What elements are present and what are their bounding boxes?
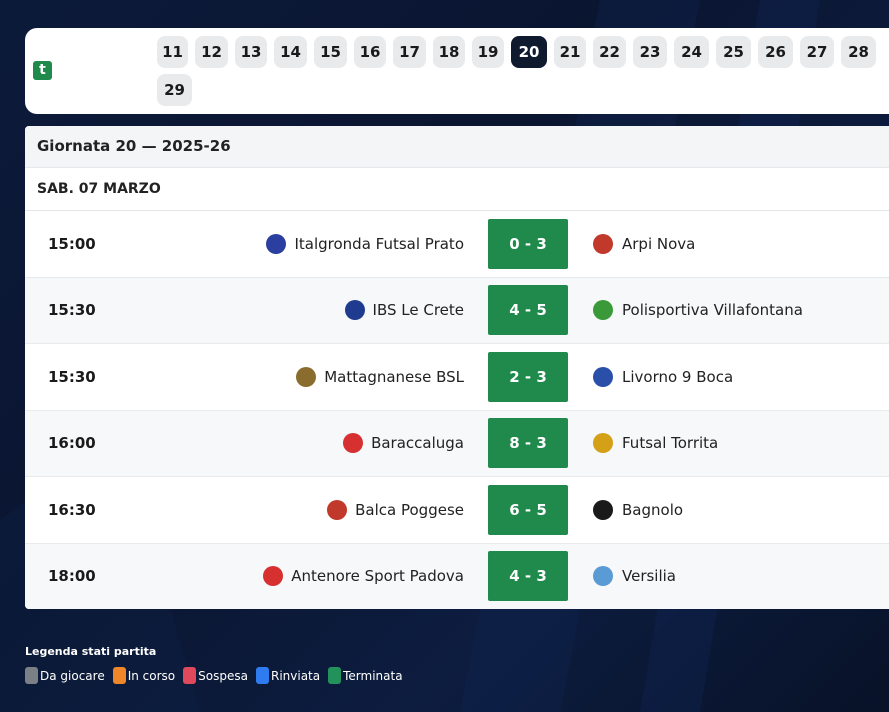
- matchday-11-button[interactable]: 11: [157, 36, 188, 68]
- away-team-name: Versilia: [622, 567, 677, 586]
- legend-swatch: [328, 667, 342, 684]
- legend-swatch: [183, 667, 197, 684]
- round-title: Giornata 20 — 2025-26: [25, 126, 889, 168]
- matchday-16-button[interactable]: 16: [354, 36, 386, 68]
- away-team-name: Polisportiva Villafontana: [622, 301, 803, 320]
- matchday-12-button[interactable]: 12: [195, 36, 228, 68]
- match-row[interactable]: 16:30 Balca Poggese 6 - 5 Bagnolo: [25, 477, 889, 544]
- matchday-22-button[interactable]: 22: [593, 36, 626, 68]
- home-team-name: Baraccaluga: [371, 434, 464, 453]
- home-team[interactable]: IBS Le Crete: [344, 278, 464, 344]
- matchday-18-button[interactable]: 18: [433, 36, 465, 68]
- match-time: 18:00: [48, 567, 96, 586]
- away-team-crest-icon: [593, 233, 613, 254]
- away-team-name: Arpi Nova: [622, 234, 696, 253]
- home-team-name: Balca Poggese: [355, 500, 464, 519]
- status-legend: Da giocare In corso Sospesa Rinviata Ter…: [25, 667, 407, 684]
- match-time: 15:30: [48, 367, 96, 386]
- legend-label: Terminata: [343, 668, 403, 683]
- away-team[interactable]: Versilia: [593, 544, 676, 610]
- match-row[interactable]: 15:30 IBS Le Crete 4 - 5 Polisportiva Vi…: [25, 277, 889, 344]
- home-team[interactable]: Baraccaluga: [343, 411, 464, 477]
- legend-swatch: [25, 667, 38, 684]
- brand-logo[interactable]: t: [33, 61, 52, 80]
- home-team-name: Antenore Sport Padova: [291, 567, 464, 586]
- away-team-crest-icon: [593, 366, 613, 387]
- away-team-crest-icon: [593, 433, 613, 454]
- home-team-crest-icon: [327, 499, 348, 520]
- date-header: SAB. 07 MARZO: [25, 168, 889, 211]
- match-time: 15:30: [48, 301, 96, 320]
- home-team-crest-icon: [344, 300, 365, 321]
- match-row[interactable]: 18:00 Antenore Sport Padova 4 - 3 Versil…: [25, 543, 889, 610]
- away-team-crest-icon: [593, 499, 613, 520]
- home-team-name: Italgronda Futsal Prato: [294, 234, 464, 253]
- legend-label: Da giocare: [40, 668, 105, 683]
- matchday-13-button[interactable]: 13: [235, 36, 267, 68]
- match-score[interactable]: 4 - 5: [488, 285, 568, 336]
- match-row[interactable]: 15:30 Mattagnanese BSL 2 - 3 Livorno 9 B…: [25, 344, 889, 411]
- legend-label: In corso: [127, 668, 176, 683]
- matchday-26-button[interactable]: 26: [758, 36, 793, 68]
- away-team[interactable]: Futsal Torrita: [593, 411, 718, 477]
- match-row[interactable]: 16:00 Baraccaluga 8 - 3 Futsal Torrita: [25, 410, 889, 477]
- home-team-name: IBS Le Crete: [372, 301, 464, 320]
- matchday-24-button[interactable]: 24: [674, 36, 709, 68]
- matchday-23-button[interactable]: 23: [633, 36, 667, 68]
- home-team[interactable]: Antenore Sport Padova: [263, 544, 464, 610]
- away-team-crest-icon: [593, 300, 613, 321]
- away-team[interactable]: Polisportiva Villafontana: [593, 278, 803, 344]
- away-team[interactable]: Bagnolo: [593, 477, 683, 543]
- matchday-14-button[interactable]: 14: [274, 36, 307, 68]
- matchday-20-button[interactable]: 20: [511, 36, 547, 68]
- home-team-crest-icon: [296, 366, 317, 387]
- matches-card: Giornata 20 — 2025-26 SAB. 07 MARZO 15:0…: [25, 126, 889, 609]
- home-team[interactable]: Mattagnanese BSL: [296, 344, 464, 410]
- away-team[interactable]: Livorno 9 Boca: [593, 344, 733, 410]
- match-score[interactable]: 4 - 3: [488, 551, 568, 602]
- home-team-crest-icon: [263, 566, 284, 587]
- legend-label: Rinviata: [270, 668, 321, 683]
- legend-item: Da giocare: [25, 667, 105, 684]
- matchday-29-button[interactable]: 29: [157, 74, 192, 106]
- match-list: 15:00 Italgronda Futsal Prato 0 - 3 Arpi…: [25, 211, 889, 609]
- away-team-crest-icon: [593, 566, 613, 587]
- legend-item: Terminata: [328, 667, 403, 684]
- matchday-25-button[interactable]: 25: [716, 36, 751, 68]
- home-team-crest-icon: [266, 233, 287, 254]
- match-time: 15:00: [48, 234, 96, 253]
- matchday-27-button[interactable]: 27: [800, 36, 834, 68]
- home-team-crest-icon: [343, 433, 364, 454]
- home-team[interactable]: Italgronda Futsal Prato: [266, 211, 464, 277]
- match-score[interactable]: 0 - 3: [488, 218, 568, 269]
- match-row[interactable]: 15:00 Italgronda Futsal Prato 0 - 3 Arpi…: [25, 211, 889, 278]
- match-score[interactable]: 6 - 5: [488, 484, 568, 535]
- match-time: 16:30: [48, 500, 96, 519]
- legend-item: In corso: [112, 667, 176, 684]
- match-time: 16:00: [48, 434, 96, 453]
- legend-swatch: [255, 667, 269, 684]
- matchday-28-button[interactable]: 28: [841, 36, 876, 68]
- legend-title: Legenda stati partita: [25, 645, 157, 658]
- away-team-name: Futsal Torrita: [622, 434, 719, 453]
- matchday-15-button[interactable]: 15: [314, 36, 347, 68]
- matchday-21-button[interactable]: 21: [554, 36, 586, 68]
- home-team-name: Mattagnanese BSL: [324, 367, 464, 386]
- matchday-17-button[interactable]: 17: [393, 36, 426, 68]
- home-team[interactable]: Balca Poggese: [327, 477, 464, 543]
- matchday-19-button[interactable]: 19: [472, 36, 504, 68]
- match-score[interactable]: 8 - 3: [488, 418, 568, 469]
- legend-swatch: [112, 667, 126, 684]
- away-team[interactable]: Arpi Nova: [593, 211, 695, 277]
- legend-label: Sospesa: [198, 668, 248, 683]
- away-team-name: Livorno 9 Boca: [622, 367, 734, 386]
- legend-item: Rinviata: [255, 667, 321, 684]
- match-score[interactable]: 2 - 3: [488, 351, 568, 402]
- legend-item: Sospesa: [183, 667, 248, 684]
- matchday-selector-card: t 11 12 13 14 15 16 17 18 19 20 21 22 23 24 25 26 27 28 29: [25, 28, 889, 114]
- away-team-name: Bagnolo: [622, 500, 684, 519]
